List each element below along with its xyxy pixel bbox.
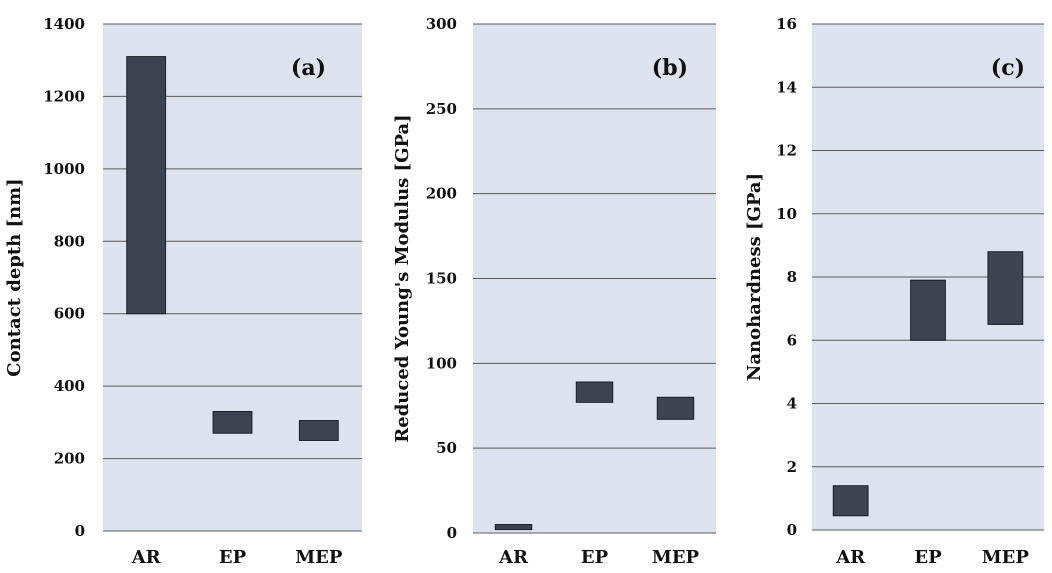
x-category-label: EP <box>914 547 942 568</box>
x-category-label: EP <box>219 547 247 568</box>
y-tick-label: 600 <box>54 305 85 323</box>
y-tick-label: 6 <box>787 331 797 349</box>
y-tick-label: 10 <box>776 205 797 223</box>
y-tick-label: 400 <box>54 377 85 395</box>
y-tick-label: 14 <box>776 78 797 96</box>
y-tick-label: 200 <box>54 450 85 468</box>
x-category-label: AR <box>835 547 866 568</box>
y-tick-label: 200 <box>426 185 457 203</box>
chart-panel-1: 0 200 400 600 800 1000 1200 1400 AR EP MEP (a) Conta… <box>4 15 362 568</box>
chart-panel-2: 0 50 100 150 200 250 300 AR EP MEP (b) Reduced Youn… <box>392 15 716 568</box>
range-bar-mep <box>987 251 1024 325</box>
panel-label: (b) <box>652 55 688 81</box>
y-tick-label: 0 <box>75 522 85 540</box>
panel-label: (c) <box>991 55 1025 81</box>
y-tick-label: 4 <box>787 395 797 413</box>
x-category-label: AR <box>131 547 162 568</box>
panel-label: (a) <box>291 55 326 81</box>
y-tick-label: 800 <box>54 232 85 250</box>
range-bar-mep <box>298 420 339 441</box>
x-category-label: MEP <box>982 547 1030 568</box>
y-tick-label: 150 <box>426 270 457 288</box>
y-tick-label: 0 <box>447 524 457 542</box>
range-bar-ep <box>910 279 946 341</box>
y-axis-title: Contact depth [nm] <box>4 178 25 376</box>
y-tick-label: 250 <box>426 100 457 118</box>
y-axis-title: Reduced Young's Modulus [GPa] <box>392 114 413 442</box>
y-tick-label: 1200 <box>43 87 85 105</box>
y-tick-label: 8 <box>787 268 797 286</box>
y-tick-label: 16 <box>776 15 797 33</box>
y-tick-label: 300 <box>426 15 457 33</box>
y-tick-label: 0 <box>787 521 797 539</box>
chart-panel-3: 0 2 4 6 8 10 12 14 16 AR EP MEP (c) Nanohardness [GPa… <box>744 15 1044 568</box>
y-tick-label: 1400 <box>43 15 85 33</box>
y-axis-title: Nanohardness [GPa] <box>744 173 765 381</box>
y-tick-label: 100 <box>426 354 457 372</box>
range-bar-ar <box>832 485 869 517</box>
y-tick-label: 1000 <box>43 160 85 178</box>
x-category-label: EP <box>581 547 609 568</box>
y-tick-label: 2 <box>787 458 797 476</box>
range-bar-ar <box>126 56 167 315</box>
y-tick-label: 12 <box>776 142 797 160</box>
range-bar-ar <box>494 524 533 531</box>
range-bar-mep <box>656 396 695 420</box>
y-tick-label: 50 <box>436 439 457 457</box>
range-bar-ep <box>212 410 253 434</box>
x-category-label: AR <box>498 547 529 568</box>
x-category-label: MEP <box>295 547 343 568</box>
range-bar-ep <box>575 381 614 403</box>
x-category-label: MEP <box>652 547 700 568</box>
